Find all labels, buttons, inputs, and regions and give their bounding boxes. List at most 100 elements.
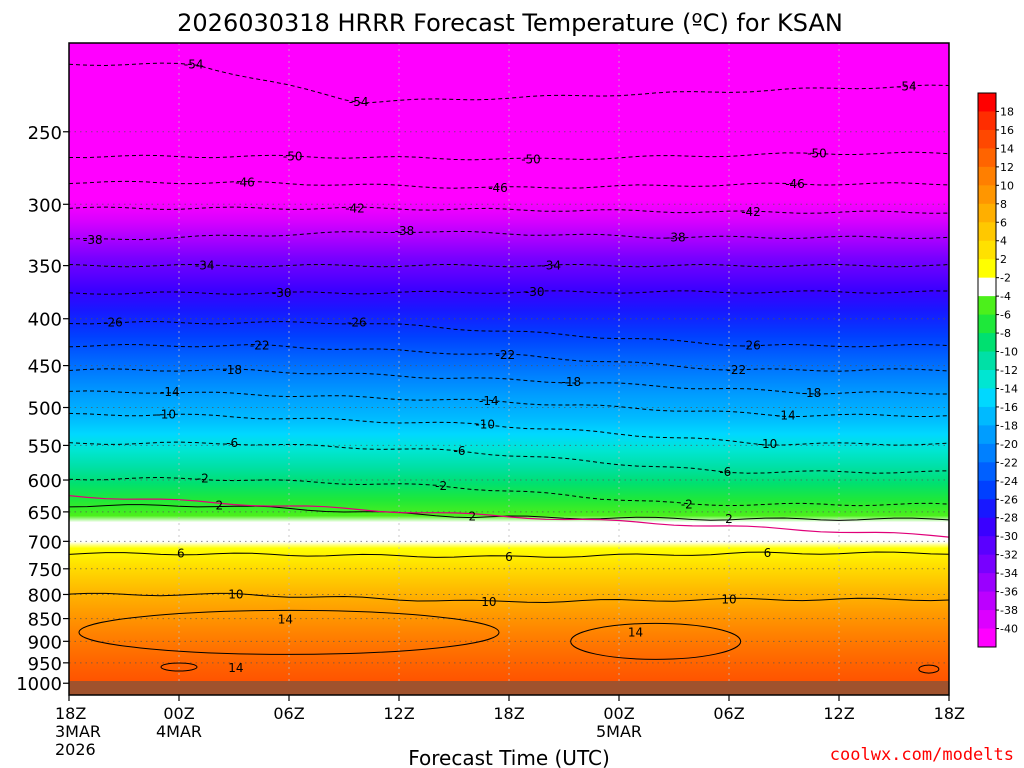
colorbar-label: -16 xyxy=(1000,401,1018,414)
y-tick-label: 450 xyxy=(28,357,62,378)
colorbar-swatch xyxy=(978,610,996,630)
contour-label: -2 xyxy=(197,472,209,486)
contour-line xyxy=(78,609,500,655)
contour-label: -38 xyxy=(395,224,415,238)
freezing-line xyxy=(69,495,949,538)
contour-label: 2 xyxy=(216,499,224,513)
contour-label: -10 xyxy=(758,437,778,451)
colorbar-label: -14 xyxy=(1000,382,1018,395)
x-tick-label: 06Z xyxy=(713,704,744,723)
colorbar-swatch xyxy=(978,185,996,205)
colorbar-label: -10 xyxy=(1000,346,1018,359)
colorbar-label: 14 xyxy=(1000,142,1014,155)
contour-label: -54 xyxy=(897,79,917,93)
colorbar-swatch xyxy=(978,591,996,611)
contour-label: -46 xyxy=(488,181,508,195)
contour-label: -18 xyxy=(802,386,822,400)
x-tick-label: 12Z xyxy=(383,704,414,723)
colorbar-label: -4 xyxy=(1000,290,1011,303)
y-tick-label: 250 xyxy=(28,123,62,144)
colorbar-label: 2 xyxy=(1000,253,1007,266)
colorbar-swatch xyxy=(978,480,996,500)
colorbar-swatch xyxy=(978,425,996,445)
contour-label: -22 xyxy=(496,348,516,362)
contour-label: -10 xyxy=(156,408,176,422)
contour-label: 14 xyxy=(278,613,293,627)
colorbar-label: 6 xyxy=(1000,216,1007,229)
contour-label: -6 xyxy=(719,465,731,479)
contour-label: -38 xyxy=(666,230,686,244)
contour-line xyxy=(69,62,949,104)
contour-label: 10 xyxy=(721,592,736,606)
contour-label: -38 xyxy=(83,233,103,247)
contour-label: -22 xyxy=(250,339,270,353)
contour-label: -34 xyxy=(541,259,561,273)
colorbar-label: 18 xyxy=(1000,105,1014,118)
y-tick-label: 1000 xyxy=(16,674,62,695)
colorbar-label: 4 xyxy=(1000,235,1007,248)
colorbar-swatch xyxy=(978,222,996,242)
colorbar-swatch xyxy=(978,536,996,556)
colorbar-label: -20 xyxy=(1000,438,1018,451)
contour-label: 10 xyxy=(228,587,243,601)
contour-label: -50 xyxy=(521,152,541,166)
colorbar-label: -6 xyxy=(1000,309,1011,322)
colorbar-swatch xyxy=(978,148,996,168)
contour-label: -54 xyxy=(184,57,204,71)
colorbar-swatch xyxy=(978,517,996,537)
colorbar-swatch xyxy=(978,499,996,519)
colorbar-swatch xyxy=(978,111,996,131)
colorbar-swatch xyxy=(978,333,996,353)
contour-label: -42 xyxy=(741,205,761,219)
colorbar-label: -34 xyxy=(1000,567,1018,580)
x-tick-label: 5MAR xyxy=(596,722,642,741)
colorbar-label: -38 xyxy=(1000,604,1018,617)
y-tick-label: 950 xyxy=(28,654,62,675)
y-tick-label: 400 xyxy=(28,310,62,331)
contour-label: -50 xyxy=(283,149,303,163)
y-tick-label: 850 xyxy=(28,610,62,631)
x-tick-label: 06Z xyxy=(273,704,304,723)
colorbar-label: -8 xyxy=(1000,327,1011,340)
colorbar-swatch xyxy=(978,129,996,149)
contour-label: -30 xyxy=(272,286,292,300)
contour-label: -42 xyxy=(345,201,365,215)
contour-label: -18 xyxy=(222,363,242,377)
colorbar-swatch xyxy=(978,370,996,389)
x-tick-label: 3MAR xyxy=(55,722,101,741)
colorbar-label: 12 xyxy=(1000,161,1014,174)
terrain-band xyxy=(69,681,949,695)
y-tick-label: 800 xyxy=(28,585,62,606)
colorbar-label: 16 xyxy=(1000,124,1014,137)
credit-text: coolwx.com/modelts xyxy=(830,745,1014,765)
colorbar-swatch xyxy=(978,166,996,186)
colorbar-swatch xyxy=(978,388,996,408)
contour-line xyxy=(570,622,742,660)
colorbar-swatch xyxy=(978,259,996,279)
contour-label: -14 xyxy=(776,408,796,422)
colorbar-label: -26 xyxy=(1000,493,1018,506)
contour-label: -34 xyxy=(195,259,215,273)
contour-label: -22 xyxy=(727,363,747,377)
contour-label: 6 xyxy=(764,546,772,560)
contour-line xyxy=(918,664,940,674)
y-tick-label: 600 xyxy=(28,471,62,492)
colorbar-swatch xyxy=(978,203,996,223)
colorbar-swatch xyxy=(978,240,996,260)
contour-label: -54 xyxy=(349,95,369,109)
y-tick-label: 350 xyxy=(28,257,62,278)
contour-label: -26 xyxy=(741,339,761,353)
contour-label: 14 xyxy=(228,661,243,675)
colorbar-swatch xyxy=(978,554,996,574)
y-tick-label: 500 xyxy=(28,399,62,420)
contour-line xyxy=(160,662,198,672)
contour-label: -2 xyxy=(681,497,693,511)
contour-label: 6 xyxy=(177,547,185,561)
colorbar-label: -28 xyxy=(1000,512,1018,525)
colorbar-swatch xyxy=(978,406,996,426)
colorbar-swatch xyxy=(978,351,996,371)
colorbar-label: -12 xyxy=(1000,364,1018,377)
colorbar-label: -22 xyxy=(1000,456,1018,469)
contour-label: -30 xyxy=(525,285,545,299)
